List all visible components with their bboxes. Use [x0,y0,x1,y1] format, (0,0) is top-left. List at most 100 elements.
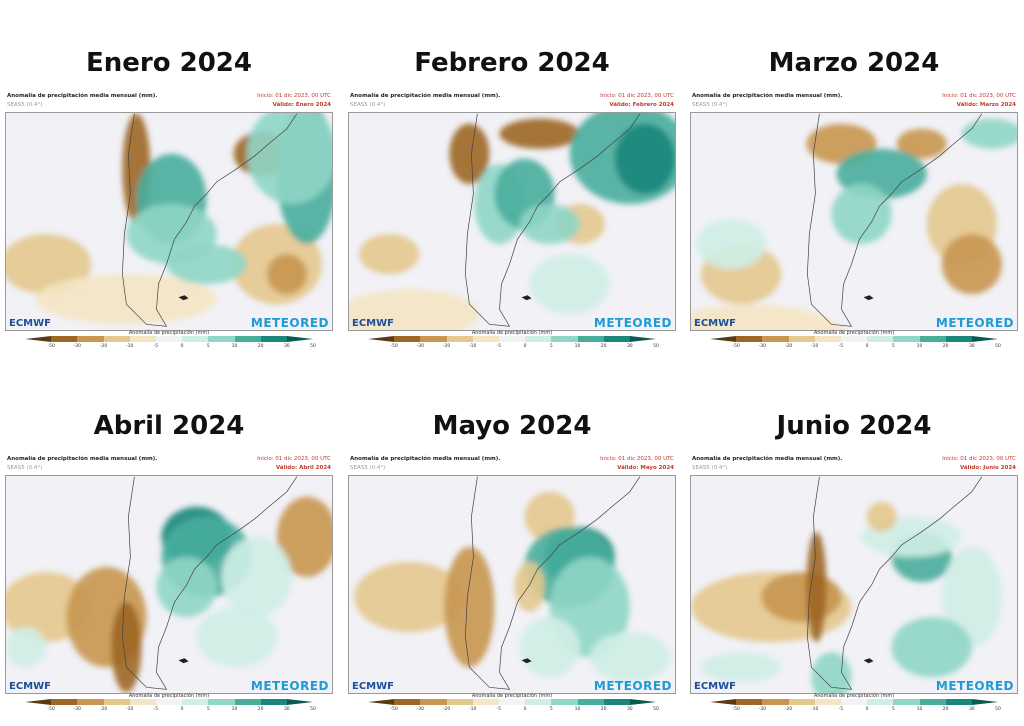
colorbar-swatch [971,699,999,705]
colorbar-swatch [51,336,78,342]
colorbar [710,336,999,342]
panel-title: Enero 2024 [85,48,252,78]
valid-time: Válido: Marzo 2024 [956,102,1016,108]
colorbar-swatch [51,699,78,705]
colorbar-swatch [814,699,841,705]
anomaly-region [449,123,490,184]
colorbar-swatch [368,699,395,705]
colorbar-swatch [472,699,499,705]
colorbar-label: Anomalía de precipitación (mm) [128,693,210,699]
colorbar-swatch [736,699,763,705]
colorbar-swatch [603,336,630,342]
colorbar-tick: -30 [416,344,425,349]
model-label: SEAS5 (0.4°) [350,102,386,108]
colorbar-tick: -10 [811,344,819,349]
init-time: Inicio: 01 dic 2023, 00 UTC [942,456,1016,462]
colorbar-swatch [77,699,104,705]
anomaly-region [761,571,842,623]
colorbar-tick: 10 [231,344,238,349]
colorbar-tick: 5 [891,344,895,349]
meteored-logo: METEORED [593,679,672,693]
colorbar-swatch [472,336,499,342]
anomaly-region [6,234,92,295]
colorbar-tick: -20 [784,344,793,349]
colorbar-ticks: -50 -30 -20 -10 -5 0 5 10 20 30 50 [368,344,659,350]
forecast-panel: Junio 2024 Anomalía de precipitación med… [690,381,1018,726]
ecmwf-logo: ECMWF [352,681,394,692]
colorbar-swatch [762,336,789,342]
colorbar-tick: 20 [257,707,264,712]
colorbar-tick: 10 [916,707,923,712]
colorbar-label: Anomalía de precipitación (mm) [813,330,895,336]
anomaly-region [589,632,670,683]
colorbar-tick: 20 [257,344,264,349]
colorbar-swatch [525,699,552,705]
colorbar-swatch [525,336,552,342]
colorbar-tick: -30 [758,707,767,712]
colorbar-tick: 10 [916,344,923,349]
colorbar-swatch [629,699,657,705]
colorbar-tick: -50 [732,344,740,349]
colorbar-swatch [736,336,763,342]
colorbar-tick: -10 [469,344,477,349]
valid-time: Válido: Junio 2024 [959,465,1016,471]
map-title: Anomalía de precipitación media mensual … [350,456,501,462]
colorbar-swatch [867,336,894,342]
anomaly-region [831,183,892,245]
colorbar-swatch [945,699,972,705]
colorbar-tick: -30 [73,344,82,349]
anomaly-region [866,501,897,532]
colorbar-tick: -5 [838,344,844,349]
colorbar-tick: 30 [626,344,633,349]
colorbar-tick: 50 [653,344,659,349]
model-label: SEAS5 (0.4°) [350,465,386,471]
colorbar-swatch [208,699,235,705]
colorbar [25,336,314,342]
colorbar-swatch [129,699,156,705]
colorbar-swatch [25,699,52,705]
falkland-islands [863,295,874,301]
colorbar-label: Anomalía de precipitación (mm) [471,693,553,699]
colorbar-swatch [368,336,395,342]
map-frame: ECMWF METEORED [690,112,1018,331]
meteored-logo: METEORED [593,316,672,330]
colorbar [710,699,999,705]
anomaly-region [349,289,480,330]
anomaly-region [499,118,580,149]
colorbar-swatch [420,336,447,342]
colorbar-tick: 10 [574,707,581,712]
coastline [465,113,641,327]
colorbar-swatch [234,336,261,342]
colorbar-tick: -5 [496,707,502,712]
anomaly-region [529,254,610,315]
ecmwf-logo: ECMWF [9,318,51,329]
anomaly-region [696,218,767,270]
init-time: Inicio: 01 dic 2023, 00 UTC [600,93,674,99]
valid-time: Válido: Mayo 2024 [617,465,674,471]
colorbar-swatch [103,699,130,705]
colorbar-tick: 50 [310,707,316,712]
colorbar-ticks: -50 -30 -20 -10 -5 0 5 10 20 30 50 [710,344,1000,350]
precip-anomaly-map [691,476,1002,693]
anomaly-region [444,546,495,668]
colorbar-tick: 5 [206,344,210,349]
anomaly-region [514,561,545,613]
colorbar-swatch [577,336,604,342]
meteored-logo: METEORED [250,316,329,330]
colorbar-swatch [629,336,657,342]
valid-time: Válido: Enero 2024 [272,102,331,108]
precip-anomaly-map [354,476,670,690]
anomaly-region [961,118,1017,149]
meteored-logo: METEORED [250,679,329,693]
colorbar-swatch [893,699,920,705]
colorbar-swatch [182,699,209,705]
colorbar-swatch [498,336,526,342]
anomaly-region [6,627,47,668]
colorbar-swatch [762,699,789,705]
colorbar-ticks: -50 -30 -20 -10 -5 0 5 10 20 30 50 [710,707,1000,713]
colorbar [25,699,314,705]
anomaly-region [891,617,972,678]
colorbar-tick: -30 [73,707,82,712]
anomaly-region [266,254,307,295]
colorbar-tick: 0 [180,344,184,349]
